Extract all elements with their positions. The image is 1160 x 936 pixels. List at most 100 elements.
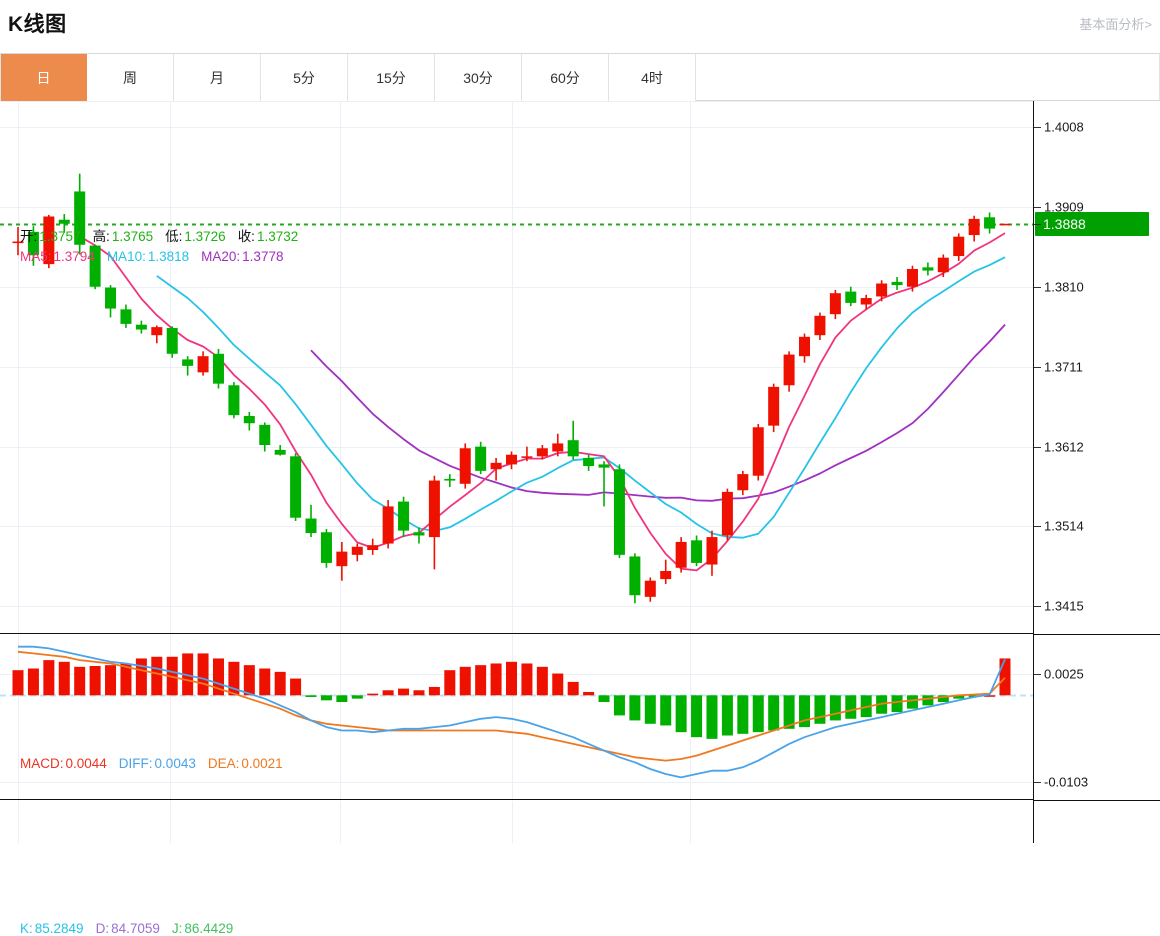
- candle-body: [737, 474, 749, 491]
- candle: [459, 443, 471, 489]
- candle: [598, 461, 610, 507]
- macd-histogram-bar: [583, 691, 595, 696]
- candle-body: [876, 283, 888, 297]
- macd-histogram-bar: [953, 695, 965, 699]
- kdj-k-label: K:: [20, 921, 33, 936]
- candle-body: [521, 456, 533, 458]
- candle-body: [351, 546, 363, 555]
- macd-histogram-bar: [58, 661, 70, 696]
- macd-histogram-bar: [783, 695, 795, 729]
- macd-histogram-bar: [428, 686, 440, 696]
- macd-histogram-bar: [120, 663, 132, 696]
- tab-2[interactable]: 月: [174, 54, 261, 101]
- macd-histogram-bar: [768, 695, 780, 731]
- price-axis-tick: [1034, 606, 1041, 607]
- candle-body: [783, 354, 795, 386]
- macd-histogram-bar: [475, 665, 487, 696]
- macd-histogram-bar: [382, 690, 394, 696]
- candle: [536, 445, 548, 460]
- tab-0[interactable]: 日: [0, 54, 87, 101]
- macd-histogram-bar: [660, 695, 672, 726]
- macd-histogram-bar: [351, 695, 363, 699]
- macd-canvas: [0, 635, 1033, 799]
- candle: [906, 265, 918, 292]
- macd-histogram-bar: [506, 661, 517, 696]
- candle: [43, 214, 55, 269]
- macd-histogram-bar: [536, 666, 548, 696]
- candle-body: [706, 537, 718, 565]
- macd-histogram-bar: [43, 660, 55, 696]
- candle-body: [413, 532, 425, 536]
- macd-histogram-bar: [752, 695, 764, 733]
- price-axis-tick: [1034, 526, 1041, 527]
- macd-histogram-bar: [398, 688, 410, 696]
- candlestick-pane[interactable]: [0, 101, 1033, 634]
- page-header: K线图 基本面分析>: [0, 0, 1160, 54]
- candle: [984, 212, 996, 234]
- current-price-tick: [1034, 224, 1041, 225]
- macd-histogram-bar: [320, 695, 332, 701]
- candle-body: [752, 427, 764, 476]
- candle-body: [552, 443, 564, 452]
- macd-pane[interactable]: [0, 635, 1033, 800]
- candle-body: [598, 464, 610, 468]
- candle: [953, 233, 965, 261]
- candle-body: [691, 540, 703, 563]
- candle: [583, 454, 595, 471]
- candle: [691, 535, 703, 567]
- candle-body: [43, 216, 55, 265]
- candle-body: [27, 231, 39, 256]
- candle: [259, 422, 271, 452]
- price-axis-label: 1.3909: [1044, 199, 1084, 215]
- tab-4[interactable]: 15分: [348, 54, 435, 101]
- tab-6[interactable]: 60分: [522, 54, 609, 101]
- candle: [197, 351, 209, 376]
- candle-body: [845, 291, 857, 303]
- candle: [428, 475, 440, 570]
- chart-area: 1.4008 1.3909 1.3810 1.3711 1.3612 1.3514 1.34…: [0, 101, 1160, 936]
- candle: [891, 277, 903, 290]
- fundamental-analysis-link[interactable]: 基本面分析>: [1079, 17, 1152, 32]
- candle-body: [906, 268, 918, 287]
- macd-histogram-bar: [891, 695, 903, 713]
- candle-body: [768, 386, 780, 426]
- candle-body: [89, 245, 101, 287]
- kdj-canvas: [18, 801, 691, 843]
- candle: [644, 577, 656, 602]
- kdj-j-value: 86.4429: [184, 921, 234, 936]
- macd-axis-tick: [1034, 782, 1041, 783]
- candle-body: [567, 440, 579, 457]
- tab-3[interactable]: 5分: [261, 54, 348, 101]
- tab-7[interactable]: 4时: [609, 54, 696, 101]
- macd-histogram-bar: [598, 695, 610, 703]
- candle-body: [182, 359, 194, 366]
- candle: [721, 488, 733, 541]
- macd-histogram-bar: [613, 695, 625, 716]
- price-axis-label: 1.3514: [1044, 518, 1084, 534]
- tab-1[interactable]: 周: [87, 54, 174, 101]
- candle: [243, 411, 255, 431]
- macd-axis-label: 0.0025: [1044, 666, 1084, 682]
- candle: [814, 312, 826, 341]
- candle-body: [212, 353, 224, 384]
- candle-body: [814, 315, 826, 336]
- macd-histogram-bar: [89, 665, 101, 696]
- candle-body: [968, 218, 980, 236]
- page-title: K线图: [8, 13, 67, 36]
- candle-body: [74, 191, 86, 245]
- macd-histogram-bar: [552, 673, 564, 696]
- macd-histogram-bar: [151, 656, 163, 696]
- candle-body: [320, 532, 332, 563]
- price-axis-label: 1.3415: [1044, 598, 1084, 614]
- macd-histogram-bar: [135, 658, 147, 696]
- candle-body: [305, 518, 317, 534]
- kdj-pane[interactable]: [0, 801, 1033, 843]
- tab-5[interactable]: 30分: [435, 54, 522, 101]
- candle: [922, 262, 934, 276]
- candle-body: [105, 287, 117, 309]
- candle: [367, 538, 379, 555]
- candle-body: [660, 571, 672, 580]
- candle: [120, 304, 132, 328]
- candle: [182, 356, 194, 376]
